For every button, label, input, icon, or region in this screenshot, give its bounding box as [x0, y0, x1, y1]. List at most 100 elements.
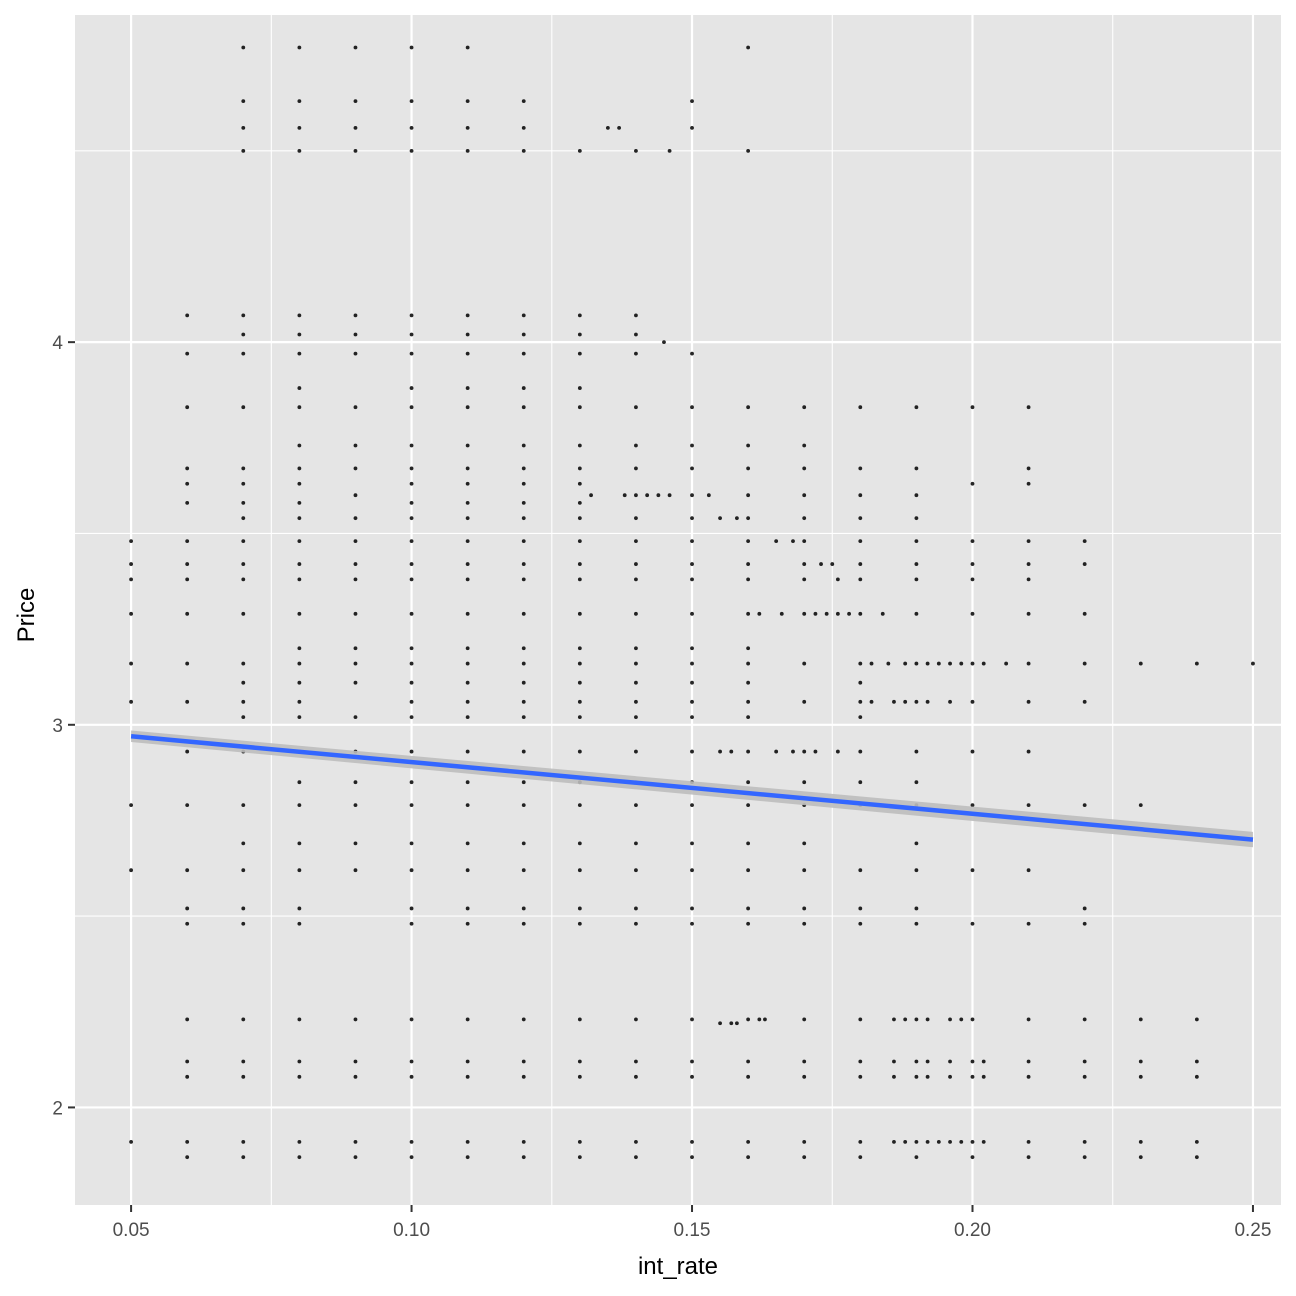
- data-point: [802, 841, 807, 846]
- data-point: [1026, 803, 1031, 808]
- data-point: [662, 340, 666, 345]
- data-point: [465, 481, 470, 486]
- data-point: [914, 577, 919, 582]
- data-point: [521, 332, 526, 337]
- data-point: [1082, 1074, 1087, 1079]
- data-point: [465, 1074, 470, 1079]
- data-point: [746, 1074, 751, 1079]
- data-point: [1138, 1017, 1143, 1022]
- data-point: [521, 906, 526, 911]
- data-point: [1138, 1139, 1143, 1144]
- data-point: [185, 405, 190, 410]
- data-point: [241, 99, 246, 103]
- data-point: [521, 661, 526, 666]
- data-point: [690, 661, 694, 666]
- y-axis-title: Price: [13, 588, 40, 643]
- data-point: [914, 466, 919, 471]
- data-point: [1138, 1059, 1143, 1064]
- data-point: [970, 1139, 975, 1144]
- data-point: [634, 906, 638, 911]
- data-point: [577, 921, 582, 926]
- data-point: [970, 749, 975, 754]
- data-point: [802, 405, 807, 410]
- data-point: [914, 1059, 919, 1064]
- data-point: [129, 699, 133, 704]
- data-point: [914, 493, 919, 498]
- data-point: [746, 699, 751, 704]
- data-point: [353, 715, 358, 720]
- data-point: [185, 466, 190, 471]
- data-point: [409, 125, 414, 130]
- data-point: [297, 562, 302, 566]
- data-point: [858, 699, 863, 704]
- data-point: [465, 125, 470, 130]
- data-point: [634, 841, 638, 846]
- data-point: [353, 803, 358, 808]
- data-point: [241, 1017, 246, 1022]
- data-point: [1026, 405, 1031, 410]
- data-point: [409, 481, 414, 486]
- data-point: [802, 921, 807, 926]
- data-point: [858, 466, 863, 471]
- data-point: [465, 539, 470, 544]
- data-point: [353, 1074, 358, 1079]
- data-point: [903, 1139, 908, 1144]
- data-point: [634, 921, 638, 926]
- data-point: [521, 1139, 526, 1144]
- data-point: [577, 715, 582, 720]
- data-point: [521, 1059, 526, 1064]
- data-point: [936, 1139, 941, 1144]
- data-point: [241, 45, 246, 50]
- data-point: [746, 611, 751, 616]
- data-point: [409, 1074, 414, 1079]
- data-point: [465, 906, 470, 911]
- data-point: [241, 921, 246, 926]
- data-point: [521, 125, 526, 130]
- regression-line: [130, 734, 1254, 842]
- data-point: [241, 405, 246, 410]
- data-point: [858, 749, 863, 754]
- data-point: [185, 661, 190, 666]
- data-point: [409, 148, 414, 153]
- data-point: [746, 405, 751, 410]
- data-point: [521, 562, 526, 566]
- data-point: [634, 611, 638, 616]
- x-tick-label: 0.20: [954, 1220, 991, 1241]
- data-point: [634, 661, 638, 666]
- data-point: [577, 680, 582, 685]
- data-point: [634, 1139, 638, 1144]
- data-point: [409, 1017, 414, 1022]
- data-point: [914, 841, 919, 846]
- data-point: [353, 443, 358, 448]
- data-point: [903, 1017, 908, 1022]
- data-point: [241, 577, 246, 582]
- data-point: [835, 577, 840, 582]
- data-point: [830, 562, 835, 566]
- data-point: [1026, 562, 1031, 566]
- data-point: [129, 562, 133, 566]
- data-point: [746, 680, 751, 685]
- data-point: [690, 405, 694, 410]
- x-tick-label: 0.25: [1234, 1220, 1271, 1241]
- data-point: [297, 868, 302, 873]
- data-point: [521, 99, 526, 103]
- data-point: [925, 661, 930, 666]
- data-point: [297, 405, 302, 410]
- data-point: [858, 1059, 863, 1064]
- data-point: [746, 516, 751, 521]
- data-point: [185, 562, 190, 566]
- data-point: [824, 611, 829, 616]
- data-point: [521, 1017, 526, 1022]
- data-point: [735, 516, 739, 521]
- data-point: [690, 699, 694, 704]
- data-point: [858, 493, 863, 498]
- data-point: [185, 1017, 190, 1022]
- data-point: [521, 405, 526, 410]
- data-point: [925, 699, 930, 704]
- data-point: [241, 803, 246, 808]
- data-point: [521, 715, 526, 720]
- data-point: [241, 661, 246, 666]
- data-point: [746, 749, 751, 754]
- data-point: [521, 803, 526, 808]
- data-point: [634, 351, 638, 356]
